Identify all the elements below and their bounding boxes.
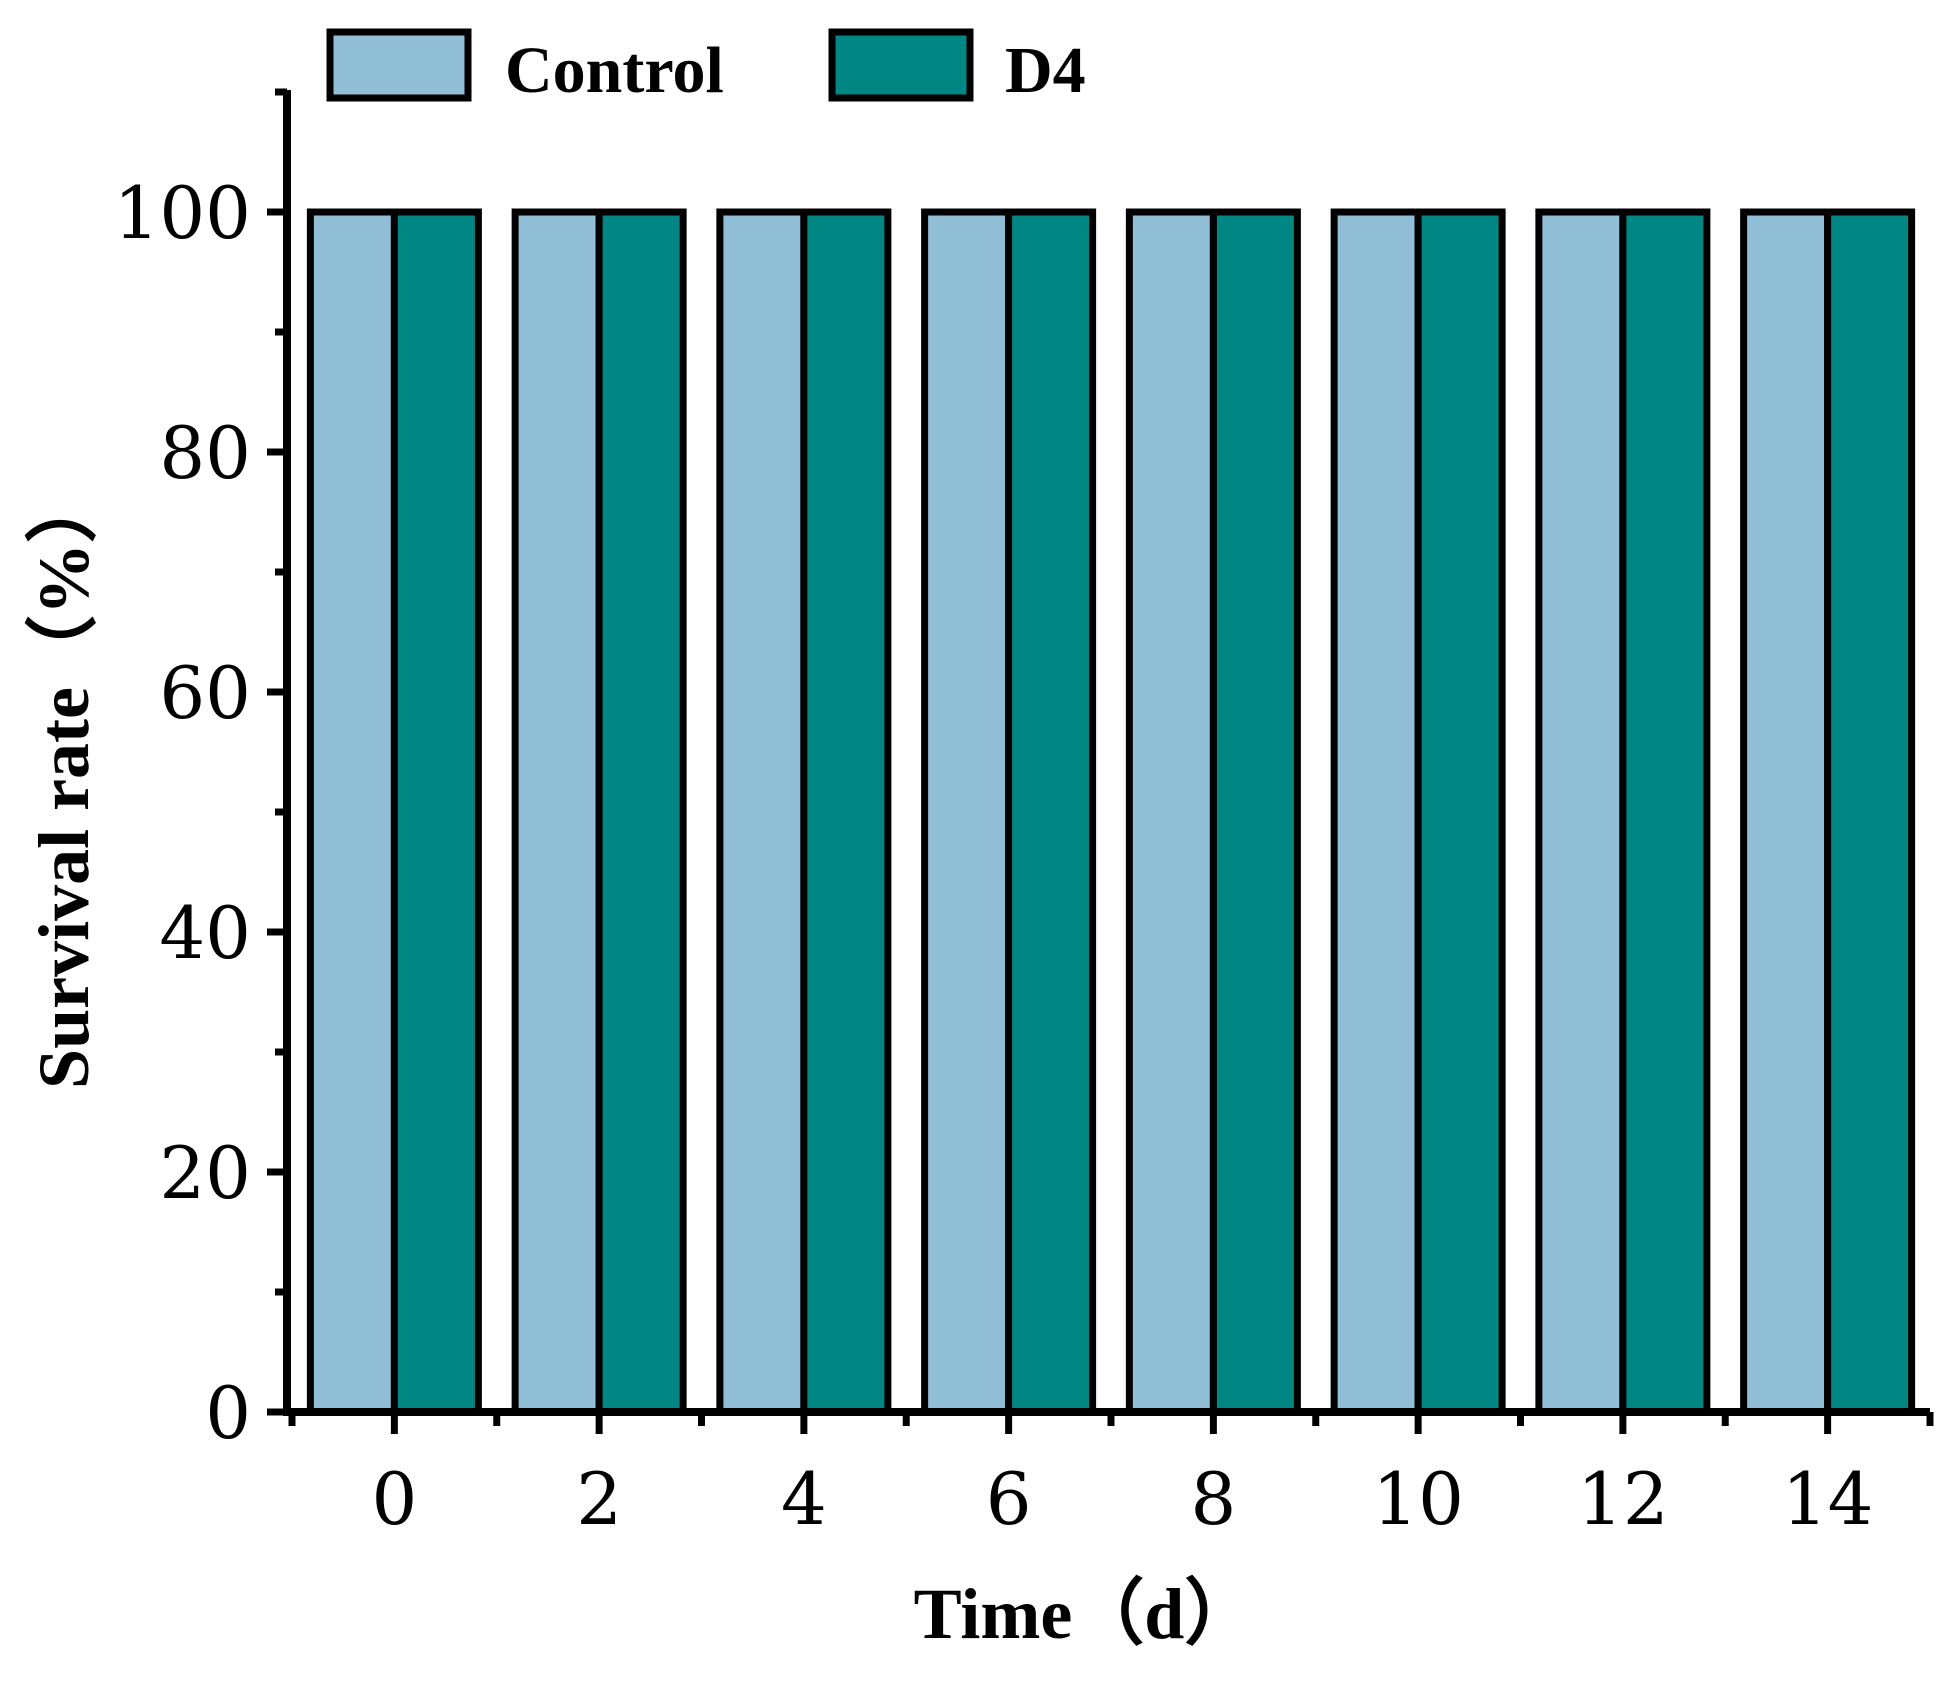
y-tick-label-0: 0 — [205, 1371, 251, 1455]
y-tick-label-80: 80 — [159, 411, 251, 495]
x-tick-label-10: 10 — [1372, 1457, 1464, 1541]
x-tick-label-2: 2 — [576, 1457, 622, 1541]
bar-control-day-4 — [716, 208, 808, 1416]
y-tick-label-40: 40 — [159, 891, 251, 975]
legend-swatch-d4 — [828, 28, 974, 102]
y-tick-label-100: 100 — [114, 171, 251, 255]
legend-label-d4: D4 — [1005, 34, 1086, 107]
legend-label-control: Control — [505, 34, 724, 107]
legend: Control D4 — [326, 28, 1086, 107]
x-tick-label-4: 4 — [781, 1457, 827, 1541]
legend-swatch-control — [326, 28, 472, 102]
x-tick-label-0: 0 — [371, 1457, 417, 1541]
axes: 0 20 40 60 80 100 0 2 4 6 8 10 12 14 — [114, 88, 1934, 1541]
x-tick-label-8: 8 — [1190, 1457, 1236, 1541]
bar-control-day-2 — [511, 208, 603, 1416]
bar-control-day-14 — [1740, 208, 1832, 1416]
bar-d4-day-2 — [595, 208, 687, 1416]
x-tick-label-12: 12 — [1577, 1457, 1669, 1541]
bar-control-day-10 — [1330, 208, 1422, 1416]
bar-control-day-8 — [1125, 208, 1217, 1416]
bar-control-day-0 — [306, 208, 398, 1416]
bar-d4-day-10 — [1414, 208, 1506, 1416]
bars — [306, 208, 1916, 1416]
bar-d4-day-8 — [1209, 208, 1301, 1416]
y-tick-label-20: 20 — [159, 1131, 251, 1215]
y-tick-label-60: 60 — [159, 651, 251, 735]
x-axis-title: Time（d） — [914, 1574, 1257, 1654]
bar-d4-day-6 — [1005, 208, 1097, 1416]
bar-control-day-12 — [1535, 208, 1627, 1416]
x-tick-label-6: 6 — [986, 1457, 1032, 1541]
bar-d4-day-0 — [390, 208, 482, 1416]
bar-d4-day-12 — [1619, 208, 1711, 1416]
bar-d4-day-4 — [800, 208, 892, 1416]
x-tick-label-14: 14 — [1782, 1457, 1874, 1541]
bar-d4-day-14 — [1824, 208, 1916, 1416]
bar-control-day-6 — [921, 208, 1013, 1416]
y-axis-title: Survival rate（%） — [24, 471, 104, 1089]
